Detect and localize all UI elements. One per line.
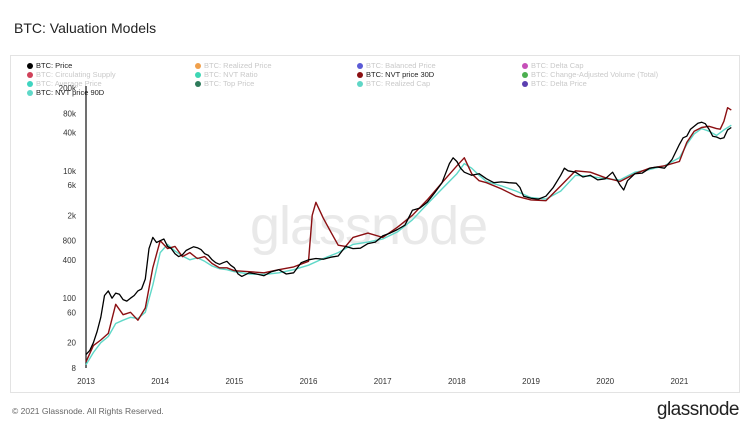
legend-swatch (357, 62, 363, 69)
legend-label: BTC: Change-Adjusted Volume (Total) (531, 70, 659, 79)
legend-label: BTC: NVT price 90D (36, 88, 105, 97)
legend-swatch (357, 80, 363, 87)
x-tick-label: 2017 (374, 377, 392, 386)
series-line (85, 121, 732, 356)
legend-item[interactable]: BTC: Average Price (27, 79, 102, 88)
legend-item[interactable]: BTC: Balanced Price (357, 61, 436, 70)
legend-item[interactable]: BTC: Circulating Supply (27, 70, 116, 79)
y-tick-label: 2k (68, 211, 77, 220)
legend-swatch (27, 71, 33, 78)
legend-swatch (27, 89, 33, 96)
legend-swatch (522, 62, 528, 69)
x-tick-label: 2014 (151, 377, 169, 386)
y-tick-label: 80k (63, 109, 77, 118)
legend-label: BTC: Delta Price (531, 79, 587, 88)
legend-label: BTC: Top Price (204, 79, 255, 88)
legend-item[interactable]: BTC: Delta Cap (522, 61, 584, 70)
copyright-text: © 2021 Glassnode. All Rights Reserved. (12, 406, 164, 416)
x-tick-label: 2021 (670, 377, 688, 386)
legend-item[interactable]: BTC: NVT price 30D (357, 70, 434, 79)
y-tick-label: 8 (72, 364, 77, 373)
legend-item[interactable]: BTC: Realized Price (195, 61, 272, 70)
y-tick-label: 20 (67, 339, 76, 348)
legend-swatch (522, 71, 528, 78)
y-tick-label: 200k (59, 84, 77, 93)
glassnode-logo[interactable]: glassnode (656, 399, 740, 420)
legend-item[interactable]: BTC: Price (27, 61, 72, 70)
legend-swatch (195, 71, 201, 78)
series-line (85, 124, 732, 366)
legend-item[interactable]: BTC: Change-Adjusted Volume (Total) (522, 70, 658, 79)
chart-frame (10, 55, 740, 393)
x-tick-label: 2019 (522, 377, 540, 386)
y-tick-label: 400 (63, 256, 77, 265)
legend-label: BTC: NVT price 30D (366, 70, 435, 79)
y-tick-label: 10k (63, 167, 77, 176)
legend-label: BTC: Realized Price (204, 61, 272, 70)
x-tick-label: 2015 (225, 377, 243, 386)
legend-label: BTC: Delta Cap (531, 61, 584, 70)
x-tick-label: 2018 (448, 377, 466, 386)
legend-label: BTC: Price (36, 61, 73, 70)
x-tick-label: 2016 (300, 377, 318, 386)
legend-label: BTC: Average Price (36, 79, 102, 88)
legend-swatch (522, 80, 528, 87)
chart-title: BTC: Valuation Models (14, 20, 157, 36)
legend-item[interactable]: BTC: NVT price 90D (27, 88, 104, 97)
legend-label: BTC: NVT Ratio (204, 70, 258, 79)
legend-item[interactable]: BTC: Top Price (195, 79, 254, 88)
legend-item[interactable]: BTC: Realized Cap (357, 79, 430, 88)
legend-item[interactable]: BTC: Delta Price (522, 79, 587, 88)
legend-label: BTC: Balanced Price (366, 61, 436, 70)
y-tick-label: 60 (67, 308, 76, 317)
legend-item[interactable]: BTC: NVT Ratio (195, 70, 258, 79)
legend-swatch (195, 62, 201, 69)
x-tick-label: 2013 (77, 377, 95, 386)
legend-swatch (195, 80, 201, 87)
legend-label: BTC: Realized Cap (366, 79, 431, 88)
y-tick-label: 6k (68, 181, 77, 190)
y-tick-label: 100 (63, 294, 77, 303)
watermark: glassnode (250, 196, 487, 256)
legend-swatch (357, 71, 363, 78)
y-tick-label: 800 (63, 237, 77, 246)
x-tick-label: 2020 (596, 377, 614, 386)
legend-swatch (27, 62, 33, 69)
legend-label: BTC: Circulating Supply (36, 70, 116, 79)
y-tick-label: 40k (63, 129, 77, 138)
legend-swatch (27, 80, 33, 87)
